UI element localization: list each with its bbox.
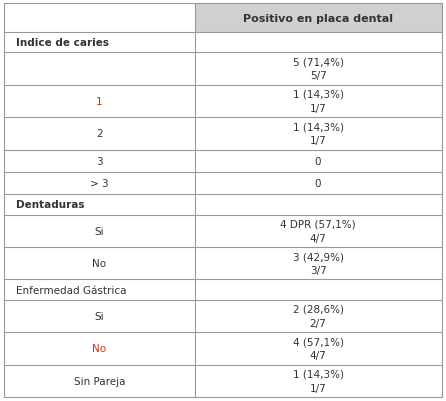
Text: 2 (28,6%)
2/7: 2 (28,6%) 2/7 — [293, 304, 343, 328]
Text: > 3: > 3 — [90, 179, 109, 189]
Text: Si: Si — [95, 311, 104, 321]
Bar — [194, 4, 442, 33]
Text: 1 (14,3%)
1/7: 1 (14,3%) 1/7 — [293, 90, 343, 113]
Text: Sin Pareja: Sin Pareja — [74, 376, 125, 386]
Text: Dentaduras: Dentaduras — [16, 200, 84, 210]
Text: Si: Si — [95, 226, 104, 236]
Text: 5 (71,4%)
5/7: 5 (71,4%) 5/7 — [293, 57, 343, 81]
Text: 0: 0 — [315, 179, 321, 189]
Text: 1 (14,3%)
1/7: 1 (14,3%) 1/7 — [293, 369, 343, 393]
Text: 1: 1 — [96, 97, 103, 107]
Text: 2: 2 — [96, 129, 103, 139]
Text: Positivo en placa dental: Positivo en placa dental — [243, 14, 393, 24]
Text: No: No — [92, 343, 107, 353]
Text: 4 (57,1%)
4/7: 4 (57,1%) 4/7 — [293, 336, 343, 360]
Text: 4 DPR (57,1%)
4/7: 4 DPR (57,1%) 4/7 — [280, 219, 356, 243]
Text: 1 (14,3%)
1/7: 1 (14,3%) 1/7 — [293, 122, 343, 146]
Text: No: No — [92, 259, 107, 269]
Text: Indice de caries: Indice de caries — [16, 38, 109, 48]
Text: 3: 3 — [96, 156, 103, 166]
Text: 3 (42,9%)
3/7: 3 (42,9%) 3/7 — [293, 251, 343, 275]
Text: Enfermedad Gástrica: Enfermedad Gástrica — [16, 285, 126, 295]
Text: 0: 0 — [315, 156, 321, 166]
